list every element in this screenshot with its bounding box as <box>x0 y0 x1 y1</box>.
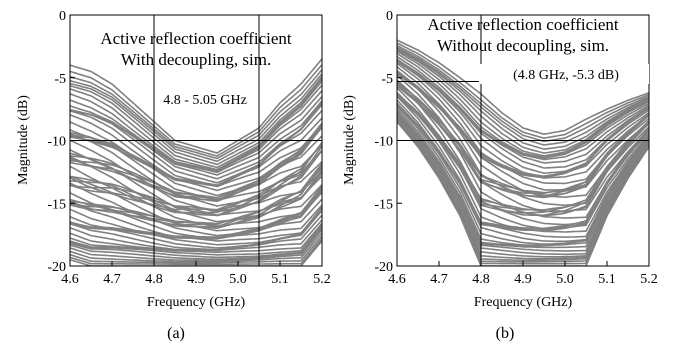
series-curve <box>70 224 322 256</box>
series-curve <box>397 39 649 136</box>
series-curve <box>397 74 649 197</box>
series-curves-a <box>70 58 322 266</box>
panel-caption-b: (b) <box>496 325 515 342</box>
title-line-1-a: Active reflection coefficient <box>100 29 292 48</box>
series-curve <box>397 47 649 151</box>
series-curve <box>70 73 322 163</box>
series-curve <box>70 225 322 259</box>
x-tick-label: 5.1 <box>271 272 289 287</box>
y-tick-label: 0 <box>59 9 66 24</box>
x-tick-label: 4.9 <box>514 272 532 287</box>
series-curve <box>397 95 649 231</box>
x-tick-label: 5.2 <box>640 272 658 287</box>
annotation-a: 4.8 - 5.05 GHz <box>163 93 247 108</box>
x-tick-label: 4.6 <box>61 272 79 287</box>
series-curve <box>70 219 322 252</box>
x-tick-label: 4.8 <box>145 272 163 287</box>
series-curve <box>70 169 322 223</box>
x-tick-label: 5.0 <box>229 272 247 287</box>
y-tick-label: 0 <box>386 9 393 24</box>
y-tick-label: -20 <box>47 260 66 275</box>
x-tick-label: 5.0 <box>556 272 574 287</box>
series-curve <box>70 80 322 171</box>
series-curve <box>397 49 649 154</box>
y-tick-label: -5 <box>381 72 393 87</box>
panel-caption-a: (a) <box>167 325 185 342</box>
series-curve <box>70 109 322 187</box>
reference-lines-a <box>70 15 322 266</box>
x-tick-label: 5.2 <box>313 272 331 287</box>
title-line-1-b: Active reflection coefficient <box>427 15 619 34</box>
series-curve <box>70 187 322 237</box>
series-curve <box>397 42 649 140</box>
y-tick-label: -20 <box>374 260 393 275</box>
x-tick-label: 4.9 <box>187 272 205 287</box>
x-tick-label: 4.7 <box>430 272 448 287</box>
series-curve <box>397 44 649 143</box>
axis-ticks-b: 4.6 4.7 4.8 4.9 5.0 5.1 5.2 -20 -15 -10 -5 0 <box>374 9 657 287</box>
title-line-2-a: With decoupling, sim. <box>121 50 271 69</box>
series-curve <box>70 227 322 260</box>
series-curve <box>397 46 649 146</box>
series-curve <box>70 95 322 174</box>
series-curve <box>397 50 649 157</box>
x-tick-label: 5.1 <box>598 272 616 287</box>
annotation-b: (4.8 GHz, -5.3 dB) <box>513 68 619 83</box>
series-curve <box>70 58 322 154</box>
y-tick-label: -10 <box>47 135 66 150</box>
series-curve <box>70 69 322 160</box>
series-curves-b <box>397 39 649 266</box>
series-curve <box>70 123 322 188</box>
x-tick-label: 4.7 <box>103 272 121 287</box>
axis-ticks-a: 4.6 4.7 4.8 4.9 5.0 5.1 5.2 -20 -15 -10 -5 0 <box>47 9 330 287</box>
y-tick-label: -15 <box>374 197 393 212</box>
chart-panel-b: 4.6 4.7 4.8 4.9 5.0 5.1 5.2 -20 -15 -10 -5 0 Active… <box>342 9 658 342</box>
series-curve <box>397 94 649 213</box>
x-axis-label-b: Frequency (GHz) <box>474 295 573 310</box>
series-curve <box>70 76 322 166</box>
y-tick-label: -15 <box>47 197 66 212</box>
series-curve <box>70 172 322 217</box>
y-axis-label-b: Magnitude (dB) <box>342 95 357 185</box>
x-tick-label: 4.6 <box>388 272 406 287</box>
series-curve <box>397 121 649 266</box>
series-curve <box>70 145 322 213</box>
y-tick-label: -10 <box>374 135 393 150</box>
series-curve <box>70 64 322 157</box>
series-curve <box>70 229 322 262</box>
chart-panel-a: 4.6 4.7 4.8 4.9 5.0 5.1 5.2 -20 -15 -10 -5 0 Active… <box>16 9 331 342</box>
y-tick-label: -5 <box>54 72 66 87</box>
y-axis-label-a: Magnitude (dB) <box>16 95 31 185</box>
series-curve <box>70 78 322 169</box>
series-curve <box>70 126 322 202</box>
title-line-2-b: Without decoupling, sim. <box>437 36 609 55</box>
annotation-box-b <box>479 64 649 84</box>
x-tick-label: 4.8 <box>472 272 490 287</box>
x-axis-label-a: Frequency (GHz) <box>147 295 246 310</box>
series-curve <box>397 116 649 261</box>
